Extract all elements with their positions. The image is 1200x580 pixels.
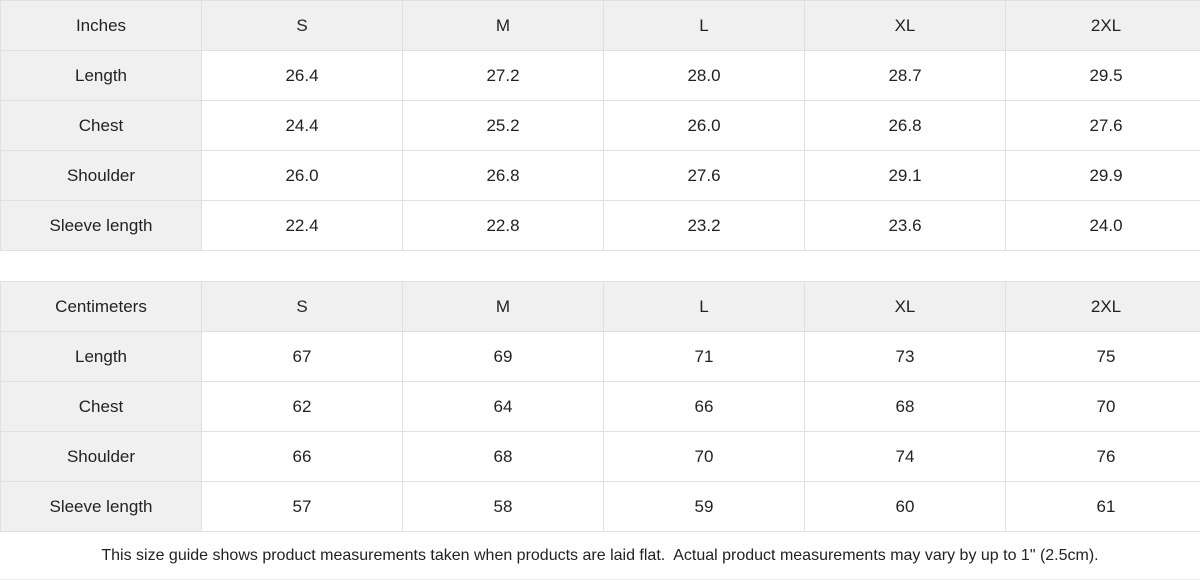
value-cell: 76: [1005, 431, 1200, 482]
table-row: Shoulder 26.0 26.8 27.6 29.1 29.9: [0, 150, 1200, 201]
size-header-cell: XL: [804, 281, 1006, 332]
table-row: Chest 24.4 25.2 26.0 26.8 27.6: [0, 100, 1200, 151]
value-cell: 29.5: [1005, 50, 1200, 101]
value-cell: 27.6: [1005, 100, 1200, 151]
centimeters-table: Centimeters S M L XL 2XL Length 67 69 71…: [0, 281, 1200, 532]
value-cell: 27.6: [603, 150, 805, 201]
size-header-cell: 2XL: [1005, 281, 1200, 332]
value-cell: 27.2: [402, 50, 604, 101]
value-cell: 26.0: [201, 150, 403, 201]
row-label-cell: Chest: [0, 100, 202, 151]
value-cell: 28.0: [603, 50, 805, 101]
value-cell: 67: [201, 331, 403, 382]
row-label-cell: Length: [0, 50, 202, 101]
value-cell: 62: [201, 381, 403, 432]
value-cell: 58: [402, 481, 604, 532]
value-cell: 22.8: [402, 200, 604, 251]
value-cell: 24.4: [201, 100, 403, 151]
inches-table: Inches S M L XL 2XL Length 26.4 27.2 28.…: [0, 0, 1200, 251]
value-cell: 25.2: [402, 100, 604, 151]
value-cell: 57: [201, 481, 403, 532]
table-header-row: Inches S M L XL 2XL: [0, 0, 1200, 51]
value-cell: 29.1: [804, 150, 1006, 201]
size-header-cell: M: [402, 0, 604, 51]
value-cell: 75: [1005, 331, 1200, 382]
value-cell: 68: [804, 381, 1006, 432]
value-cell: 68: [402, 431, 604, 482]
value-cell: 24.0: [1005, 200, 1200, 251]
table-row: Sleeve length 57 58 59 60 61: [0, 481, 1200, 532]
row-label-cell: Shoulder: [0, 150, 202, 201]
row-label-cell: Chest: [0, 381, 202, 432]
table-row: Length 26.4 27.2 28.0 28.7 29.5: [0, 50, 1200, 101]
value-cell: 26.4: [201, 50, 403, 101]
row-label-cell: Sleeve length: [0, 200, 202, 251]
row-label-cell: Sleeve length: [0, 481, 202, 532]
value-cell: 28.7: [804, 50, 1006, 101]
value-cell: 70: [1005, 381, 1200, 432]
size-header-cell: L: [603, 281, 805, 332]
value-cell: 23.2: [603, 200, 805, 251]
value-cell: 66: [603, 381, 805, 432]
value-cell: 71: [603, 331, 805, 382]
size-header-cell: S: [201, 0, 403, 51]
size-header-cell: 2XL: [1005, 0, 1200, 51]
table-row: Shoulder 66 68 70 74 76: [0, 431, 1200, 482]
size-header-cell: M: [402, 281, 604, 332]
value-cell: 59: [603, 481, 805, 532]
table-gap: [0, 251, 1200, 281]
value-cell: 61: [1005, 481, 1200, 532]
row-label-cell: Length: [0, 331, 202, 382]
value-cell: 69: [402, 331, 604, 382]
row-label-cell: Shoulder: [0, 431, 202, 482]
table-row: Chest 62 64 66 68 70: [0, 381, 1200, 432]
value-cell: 26.8: [402, 150, 604, 201]
value-cell: 60: [804, 481, 1006, 532]
value-cell: 66: [201, 431, 403, 482]
unit-header-cell: Inches: [0, 0, 202, 51]
size-header-cell: XL: [804, 0, 1006, 51]
unit-header-cell: Centimeters: [0, 281, 202, 332]
table-header-row: Centimeters S M L XL 2XL: [0, 281, 1200, 332]
value-cell: 73: [804, 331, 1006, 382]
value-cell: 26.8: [804, 100, 1006, 151]
value-cell: 74: [804, 431, 1006, 482]
value-cell: 70: [603, 431, 805, 482]
value-cell: 23.6: [804, 200, 1006, 251]
size-header-cell: S: [201, 281, 403, 332]
table-row: Sleeve length 22.4 22.8 23.2 23.6 24.0: [0, 200, 1200, 251]
value-cell: 64: [402, 381, 604, 432]
value-cell: 29.9: [1005, 150, 1200, 201]
size-guide-note: This size guide shows product measuremen…: [0, 532, 1200, 580]
value-cell: 22.4: [201, 200, 403, 251]
size-header-cell: L: [603, 0, 805, 51]
value-cell: 26.0: [603, 100, 805, 151]
table-row: Length 67 69 71 73 75: [0, 331, 1200, 382]
